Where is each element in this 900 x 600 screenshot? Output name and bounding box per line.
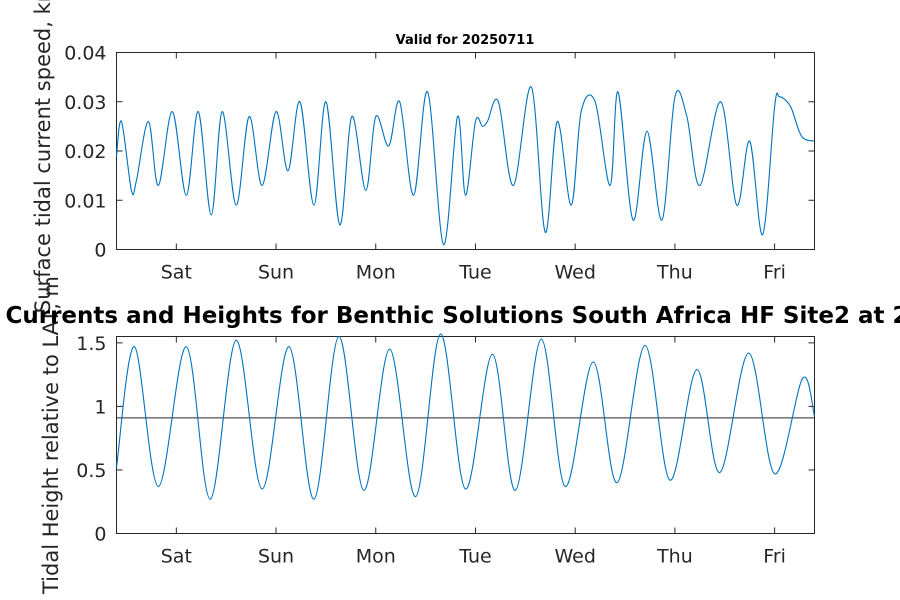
top-y-tick-label: 0.04 — [64, 43, 106, 65]
bottom-series-line — [115, 333, 816, 500]
top-axes-box — [116, 52, 815, 250]
bottom-x-tick-label: Sat — [161, 546, 192, 568]
bottom-x-tick-label: Wed — [554, 546, 595, 568]
bottom-tidal-height-series — [115, 333, 816, 500]
top-axes-tick-labels: 0 0.01 0.02 0.03 0.04 Sat Sun Mon Tue Wed Thu Fri — [64, 43, 786, 284]
top-y-axis-label: Surface tidal current speed, kn — [31, 0, 55, 313]
bottom-x-tick-label: Tue — [458, 546, 491, 568]
top-x-tick-label: Fri — [763, 262, 786, 284]
bottom-y-tick-label: 1 — [94, 396, 106, 418]
bottom-x-tick-label: Sun — [258, 546, 294, 568]
top-y-tick-label: 0.02 — [64, 141, 106, 163]
bottom-y-tick-label: 1.5 — [76, 333, 106, 355]
top-x-tick-label: Sun — [258, 262, 294, 284]
bottom-y-tick-label: 0.5 — [76, 460, 106, 482]
top-chart-title: Valid for 20250711 — [396, 33, 535, 48]
top-series-line — [115, 86, 815, 246]
top-axes: 0 0.01 0.02 0.03 0.04 Sat Sun Mon Tue Wed Thu Fri V… — [31, 0, 815, 313]
main-title: Currents and Heights for Benthic Solutio… — [5, 303, 900, 329]
top-x-tick-label: Sat — [161, 262, 192, 284]
top-y-tick-label: 0 — [94, 240, 106, 262]
top-y-tick-label: 0.01 — [64, 190, 106, 212]
bottom-x-tick-label: Thu — [656, 546, 693, 568]
top-y-tick-label: 0.03 — [64, 92, 106, 114]
bottom-y-tick-label: 0 — [94, 524, 106, 546]
top-current-speed-series — [115, 86, 815, 246]
top-x-tick-label: Thu — [656, 262, 693, 284]
bottom-x-tick-label: Mon — [356, 546, 396, 568]
bottom-axes-tick-labels: 0 0.5 1 1.5 Sat Sun Mon Tue Wed Thu Fri — [76, 333, 786, 568]
top-x-tick-label: Tue — [458, 262, 491, 284]
bottom-y-axis-label: Tidal Height relative to LAT, m — [39, 276, 63, 595]
bottom-axes-box — [116, 336, 815, 534]
bottom-x-tick-label: Fri — [763, 546, 786, 568]
top-x-tick-label: Wed — [554, 262, 595, 284]
top-axes-ticks — [116, 52, 815, 250]
bottom-axes: 0 0.5 1 1.5 Sat Sun Mon Tue Wed Thu Fri Tidal Heig… — [39, 276, 816, 595]
top-x-tick-label: Mon — [356, 262, 396, 284]
bottom-axes-ticks — [116, 336, 815, 534]
